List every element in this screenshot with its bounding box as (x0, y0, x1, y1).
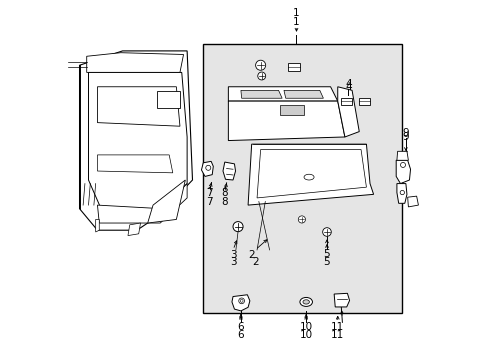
Polygon shape (128, 223, 140, 235)
Text: 11: 11 (330, 322, 344, 332)
Polygon shape (201, 161, 213, 176)
Circle shape (255, 60, 265, 70)
Text: 11: 11 (330, 330, 344, 340)
Text: 5: 5 (323, 257, 329, 267)
Circle shape (257, 72, 265, 80)
Circle shape (233, 222, 243, 231)
Text: 8: 8 (221, 188, 227, 198)
Polygon shape (333, 293, 349, 307)
Polygon shape (147, 180, 185, 223)
Ellipse shape (299, 297, 312, 306)
Polygon shape (228, 101, 344, 140)
Circle shape (238, 298, 244, 304)
Text: 4: 4 (345, 79, 351, 89)
Circle shape (240, 300, 243, 302)
Polygon shape (86, 53, 183, 72)
Polygon shape (80, 51, 192, 230)
Text: 6: 6 (237, 330, 244, 340)
Text: 8: 8 (221, 197, 227, 207)
Polygon shape (396, 151, 407, 160)
Text: 6: 6 (237, 322, 244, 332)
Circle shape (322, 228, 330, 236)
Text: 3: 3 (229, 249, 236, 260)
Polygon shape (257, 149, 366, 198)
Text: 9: 9 (402, 132, 408, 142)
Bar (287, 63, 300, 71)
Bar (156, 91, 180, 108)
Text: 7: 7 (205, 197, 212, 207)
Ellipse shape (304, 174, 313, 180)
Polygon shape (97, 155, 172, 173)
Circle shape (205, 165, 210, 170)
Text: 5: 5 (323, 249, 329, 259)
Text: 3: 3 (229, 257, 236, 267)
Bar (280, 105, 303, 116)
Polygon shape (407, 196, 418, 207)
Polygon shape (241, 90, 282, 98)
Text: 4: 4 (345, 82, 351, 92)
Polygon shape (231, 295, 249, 311)
Polygon shape (88, 72, 187, 212)
Text: 1: 1 (293, 17, 299, 27)
Polygon shape (97, 87, 180, 126)
Polygon shape (247, 144, 373, 205)
Polygon shape (284, 90, 323, 98)
Bar (359, 98, 369, 105)
Ellipse shape (303, 300, 309, 304)
Text: 10: 10 (299, 322, 312, 332)
Text: 2: 2 (251, 257, 258, 267)
Bar (203, 44, 402, 313)
Circle shape (399, 190, 404, 195)
Polygon shape (97, 184, 187, 223)
Text: 2: 2 (248, 250, 254, 260)
Polygon shape (223, 162, 235, 180)
Circle shape (400, 162, 405, 167)
Polygon shape (396, 184, 406, 203)
Bar (341, 98, 351, 105)
Text: 10: 10 (299, 330, 312, 340)
Polygon shape (228, 87, 337, 101)
Polygon shape (337, 87, 359, 137)
Polygon shape (395, 160, 410, 184)
Text: 1: 1 (293, 8, 299, 18)
Circle shape (298, 216, 305, 223)
Text: 7: 7 (205, 188, 212, 198)
Text: 9: 9 (402, 128, 408, 138)
Polygon shape (96, 220, 99, 232)
